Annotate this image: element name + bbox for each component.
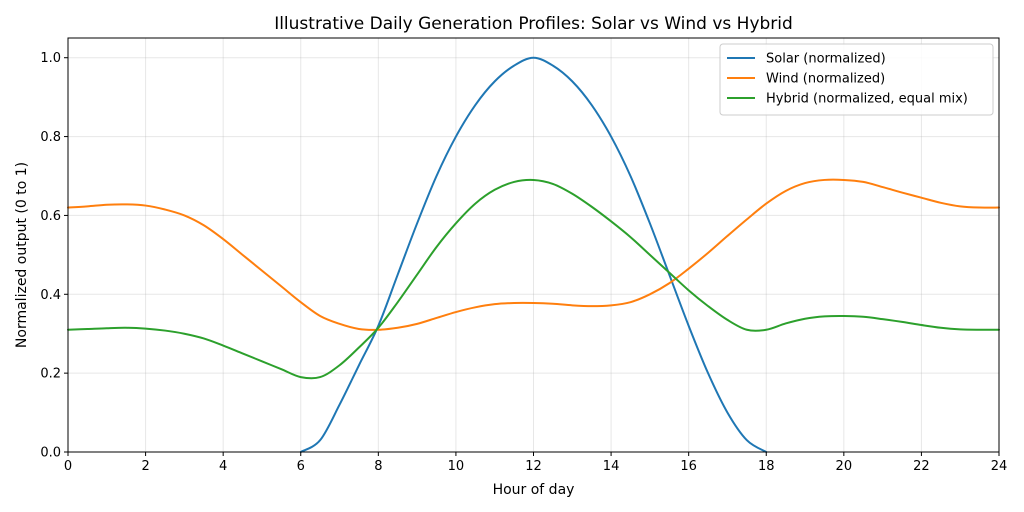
x-tick-label: 0 — [64, 459, 72, 474]
x-tick-label: 2 — [141, 459, 149, 474]
y-tick-label: 0.2 — [40, 367, 61, 382]
legend-box — [719, 43, 994, 116]
legend: Solar (normalized) Wind (normalized) Hybri… — [719, 43, 994, 116]
y-tick-label: 0.0 — [40, 446, 61, 461]
y-tick-label: 1.0 — [40, 51, 61, 66]
series-line-solar — [299, 56, 768, 453]
legend-label-solar: Solar (normalized) — [766, 52, 886, 67]
x-tick-label: 22 — [913, 459, 930, 474]
series-line-hybrid — [67, 178, 1000, 380]
x-tick-label: 4 — [219, 459, 227, 474]
y-axis-label: Normalized output (0 to 1) — [14, 162, 30, 348]
x-tick-label: 16 — [680, 459, 697, 474]
y-axis-ticks: 0.0 0.2 0.4 0.6 0.8 1.0 — [40, 51, 68, 461]
series-layer — [67, 56, 1000, 453]
x-tick-label: 18 — [758, 459, 775, 474]
x-tick-label: 10 — [448, 459, 465, 474]
y-tick-label: 0.8 — [40, 130, 61, 145]
legend-label-wind: Wind (normalized) — [766, 72, 885, 87]
y-tick-label: 0.6 — [40, 209, 61, 224]
x-axis-ticks: 0 2 4 6 8 10 12 14 16 18 20 22 24 — [64, 452, 1007, 474]
y-tick-label: 0.4 — [40, 288, 61, 303]
series-line-wind — [67, 178, 1000, 331]
x-tick-label: 8 — [374, 459, 382, 474]
x-tick-label: 6 — [297, 459, 305, 474]
x-tick-label: 12 — [525, 459, 542, 474]
x-tick-label: 14 — [603, 459, 620, 474]
x-tick-label: 24 — [991, 459, 1008, 474]
legend-label-hybrid: Hybrid (normalized, equal mix) — [766, 92, 968, 107]
x-tick-label: 20 — [836, 459, 853, 474]
x-axis-label: Hour of day — [493, 482, 575, 498]
chart-title: Illustrative Daily Generation Profiles: … — [274, 14, 793, 34]
